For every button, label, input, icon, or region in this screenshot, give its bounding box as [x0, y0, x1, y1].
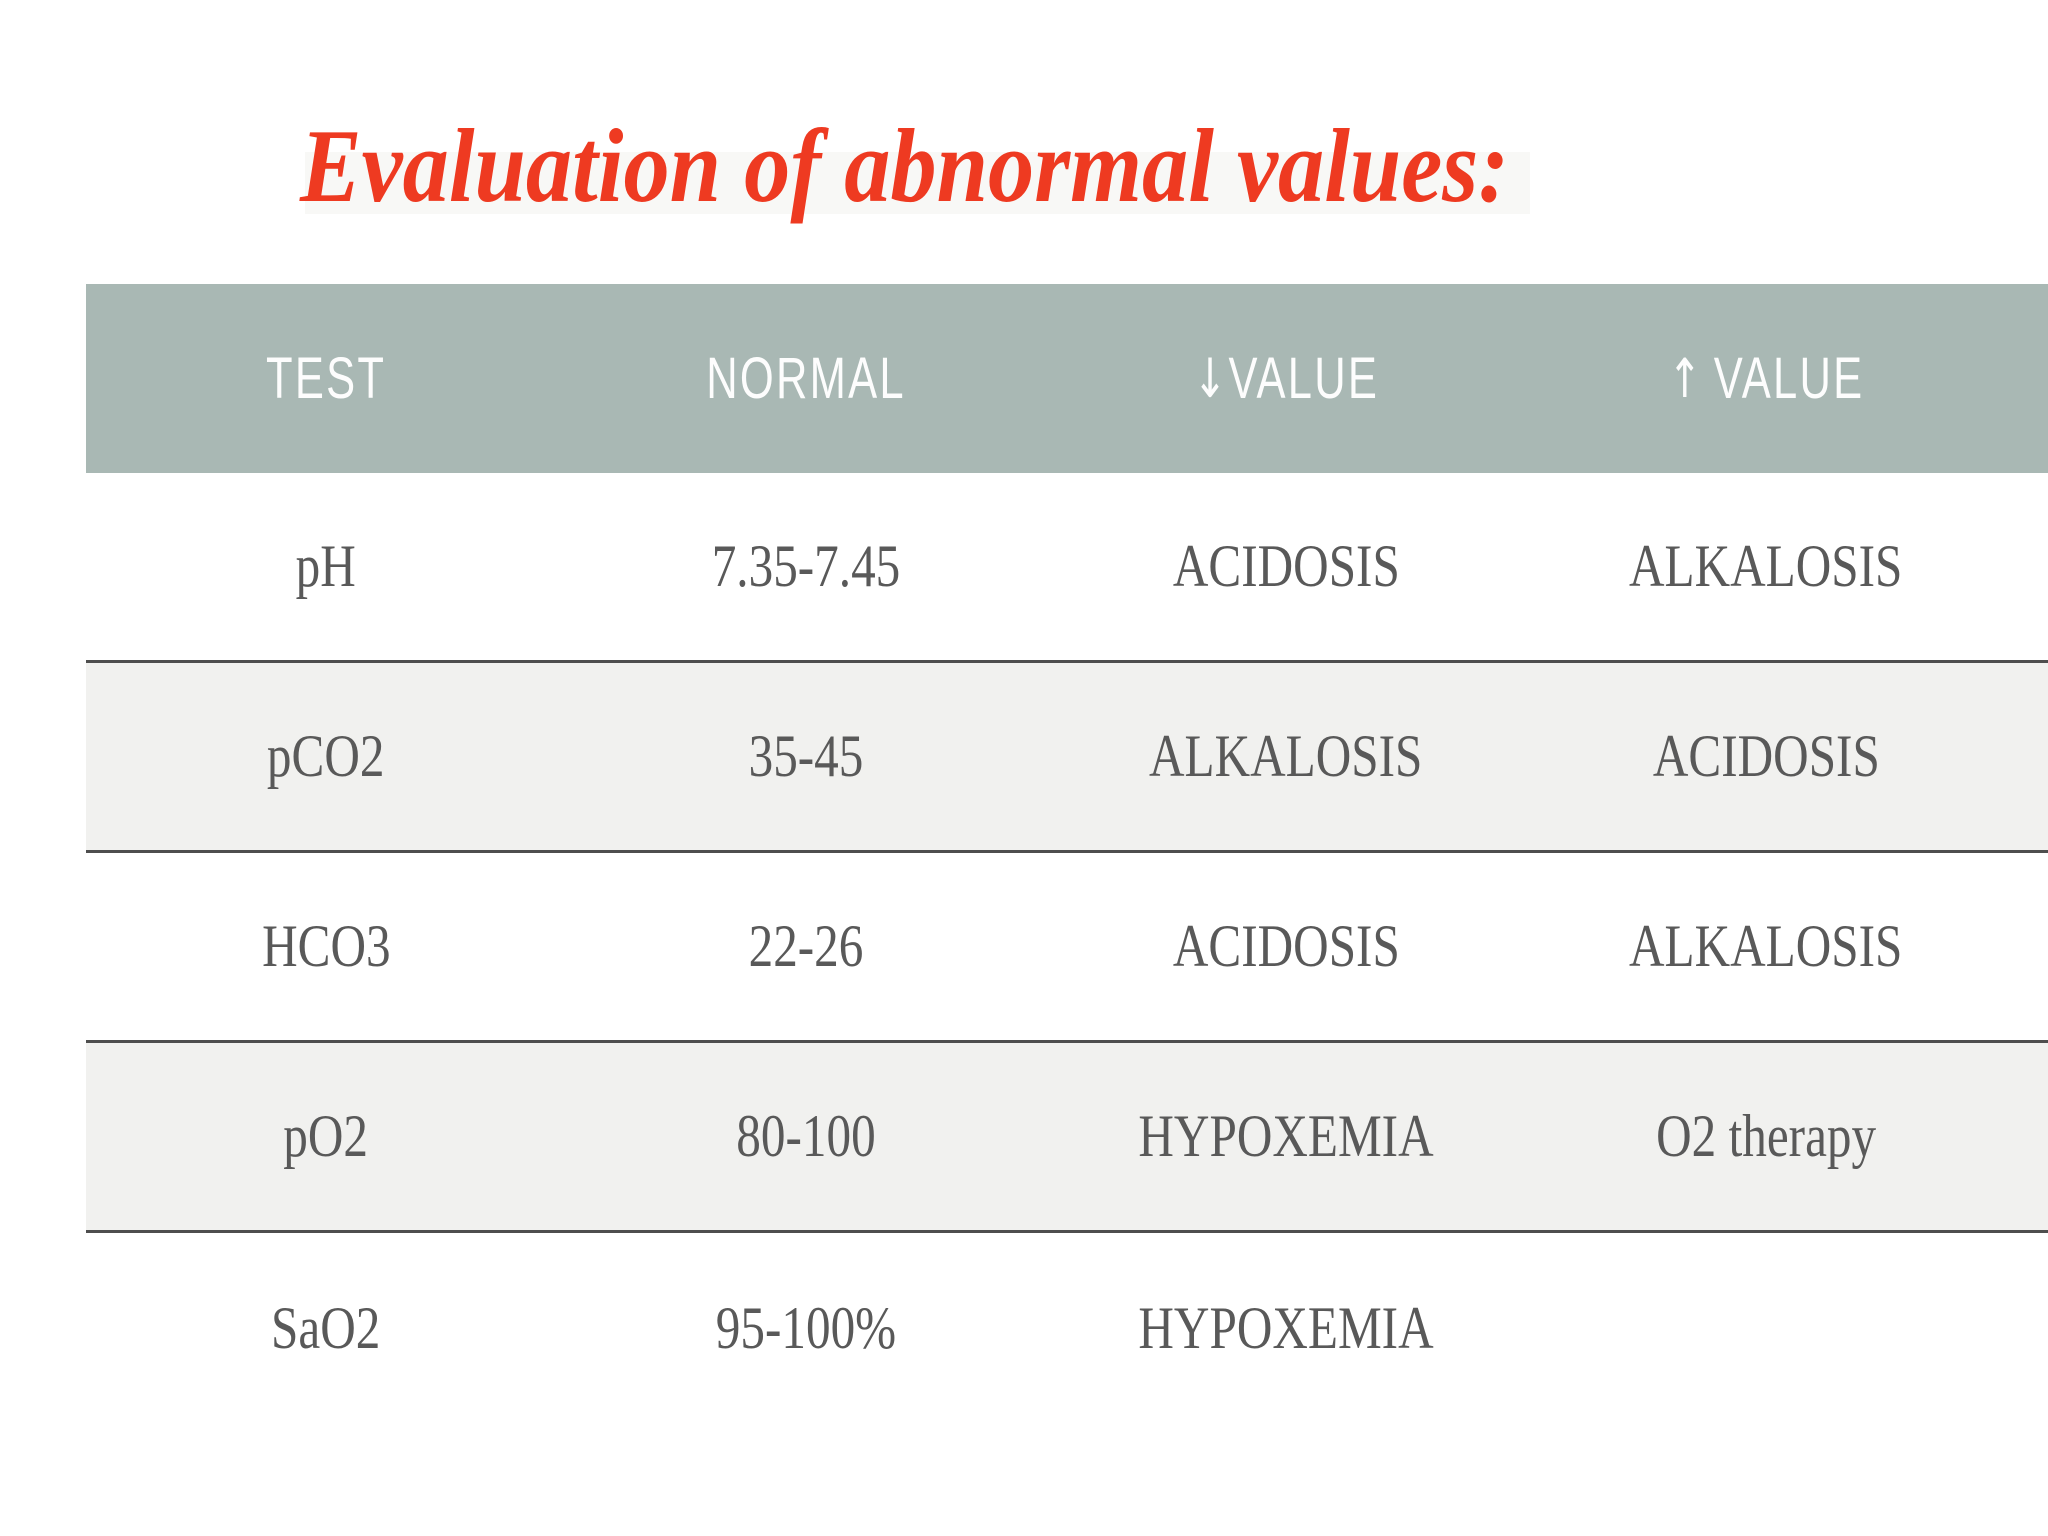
- cell-normal: 22-26: [566, 853, 1046, 1040]
- table-row-pco2: pCO2 35-45 ALKALOSIS ACIDOSIS: [86, 663, 2048, 853]
- cell-test: HCO3: [86, 853, 566, 1040]
- cell-value: ACIDOSIS: [1172, 533, 1400, 599]
- cell-low-value: ACIDOSIS: [1046, 473, 1526, 660]
- cell-value: SaO2: [271, 1294, 381, 1361]
- cell-spacer: [2006, 663, 2048, 850]
- cell-spacer: [2006, 473, 2048, 660]
- column-header-label: VALUE: [1228, 346, 1380, 411]
- table-row-po2: pO2 80-100 HYPOXEMIA O2 therapy: [86, 1043, 2048, 1233]
- column-header-low-value: ↓ VALUE: [1046, 284, 1526, 473]
- cell-normal: 7.35-7.45: [566, 473, 1046, 660]
- cell-low-value: ALKALOSIS: [1046, 663, 1526, 850]
- cell-value: 80-100: [736, 1103, 876, 1169]
- abg-values-table: TEST NORMAL ↓ VALUE ↑ VALUE pH 7.35-7: [86, 284, 2048, 1423]
- cell-test: pCO2: [86, 663, 566, 850]
- column-header-label: VALUE: [1713, 346, 1865, 411]
- cell-value: 22-26: [748, 913, 864, 979]
- cell-test: SaO2: [86, 1233, 566, 1423]
- cell-value: ALKALOSIS: [1629, 913, 1903, 979]
- page-title: Evaluation of abnormal values:: [300, 107, 1510, 225]
- cell-value: O2 therapy: [1656, 1103, 1876, 1169]
- title-highlight-band: [305, 152, 1530, 214]
- cell-normal: 80-100: [566, 1043, 1046, 1230]
- cell-value: 7.35-7.45: [711, 533, 901, 599]
- column-header-high-value: ↑ VALUE: [1526, 284, 2006, 473]
- cell-value: HYPOXEMIA: [1138, 1103, 1434, 1169]
- arrow-down-icon: ↓: [1192, 347, 1227, 410]
- cell-spacer: [2006, 853, 2048, 1040]
- cell-value: 35-45: [748, 723, 864, 789]
- column-header-label: TEST: [265, 346, 387, 411]
- table-header-row: TEST NORMAL ↓ VALUE ↑ VALUE: [86, 284, 2048, 473]
- column-header-test: TEST: [86, 284, 566, 473]
- cell-value: HYPOXEMIA: [1138, 1294, 1434, 1361]
- cell-spacer: [2006, 1233, 2048, 1423]
- table-row-sao2: SaO2 95-100% HYPOXEMIA: [86, 1233, 2048, 1423]
- cell-normal: 35-45: [566, 663, 1046, 850]
- cell-value: ALKALOSIS: [1149, 723, 1423, 789]
- cell-test: pH: [86, 473, 566, 660]
- cell-high-value: ACIDOSIS: [1526, 663, 2006, 850]
- column-header-spacer: [2006, 284, 2048, 473]
- table-row-hco3: HCO3 22-26 ACIDOSIS ALKALOSIS: [86, 853, 2048, 1043]
- cell-low-value: HYPOXEMIA: [1046, 1233, 1526, 1423]
- cell-spacer: [2006, 1043, 2048, 1230]
- cell-high-value: O2 therapy: [1526, 1043, 2006, 1230]
- cell-value: pO2: [283, 1103, 369, 1169]
- cell-high-value: [1526, 1233, 2006, 1423]
- cell-value: pCO2: [267, 723, 385, 789]
- cell-value: ACIDOSIS: [1652, 723, 1880, 789]
- cell-value: ALKALOSIS: [1629, 533, 1903, 599]
- column-header-label: NORMAL: [706, 346, 906, 411]
- cell-high-value: ALKALOSIS: [1526, 473, 2006, 660]
- column-header-normal: NORMAL: [566, 284, 1046, 473]
- cell-test: pO2: [86, 1043, 566, 1230]
- cell-high-value: ALKALOSIS: [1526, 853, 2006, 1040]
- cell-value: HCO3: [261, 913, 391, 979]
- arrow-up-icon: ↑: [1667, 347, 1702, 410]
- table-row-ph: pH 7.35-7.45 ACIDOSIS ALKALOSIS: [86, 473, 2048, 663]
- cell-normal: 95-100%: [566, 1233, 1046, 1423]
- cell-value: ACIDOSIS: [1172, 913, 1400, 979]
- cell-low-value: ACIDOSIS: [1046, 853, 1526, 1040]
- cell-value: pH: [295, 533, 357, 599]
- cell-value: 95-100%: [715, 1294, 897, 1361]
- cell-low-value: HYPOXEMIA: [1046, 1043, 1526, 1230]
